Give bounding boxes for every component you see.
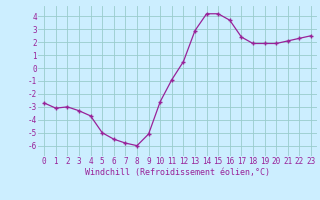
- X-axis label: Windchill (Refroidissement éolien,°C): Windchill (Refroidissement éolien,°C): [85, 168, 270, 177]
